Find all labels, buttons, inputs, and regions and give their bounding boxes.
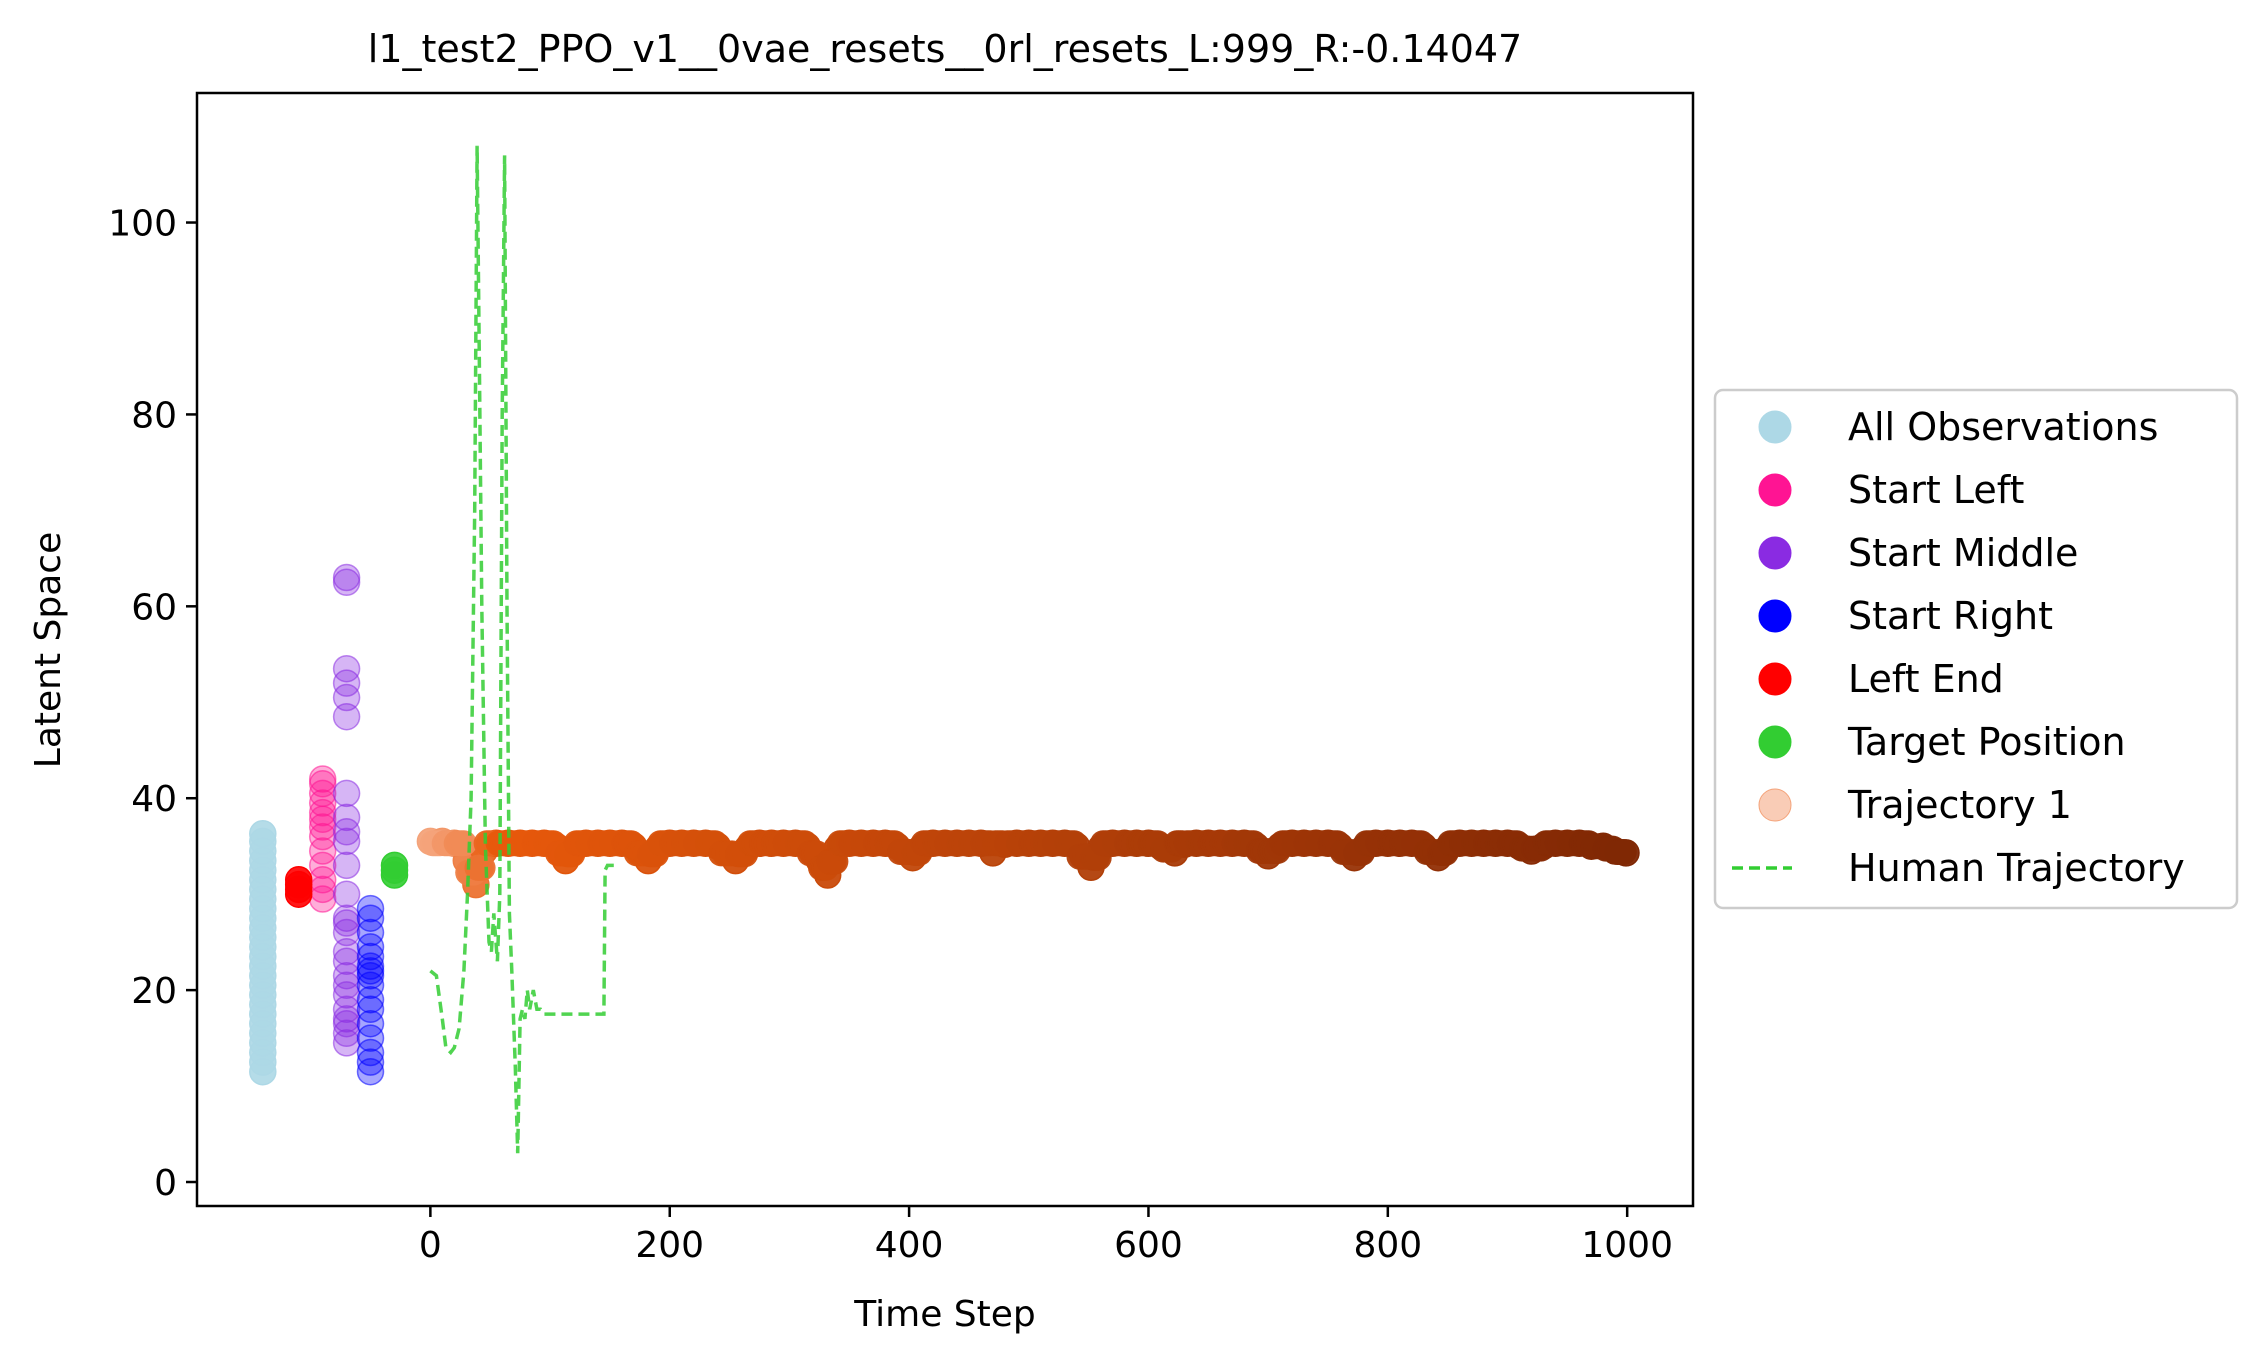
- legend-swatch-marker: [1758, 473, 1792, 507]
- point-start-middle: [332, 961, 361, 990]
- legend-label: All Observations: [1848, 405, 2158, 449]
- point-start-right: [356, 952, 385, 980]
- x-tick-label: 1000: [1581, 1225, 1673, 1266]
- point-start-middle: [332, 971, 361, 1000]
- legend-swatch-marker: [1758, 788, 1792, 822]
- point-start-middle: [332, 803, 361, 832]
- point-trajectory-1: [1610, 839, 1637, 865]
- legend-swatch-marker: [1758, 599, 1792, 633]
- point-start-middle: [332, 1005, 361, 1033]
- legend-items: All Observations Start Left Start Middle St…: [1732, 405, 2185, 890]
- point-start-right: [356, 971, 385, 1000]
- x-tick-label: 0: [419, 1225, 442, 1266]
- point-left-end: [284, 866, 313, 894]
- point-start-right: [356, 904, 385, 932]
- point-start-right: [356, 933, 385, 961]
- point-start-right: [356, 1038, 385, 1067]
- point-start-right: [356, 918, 385, 947]
- point-start-middle: [332, 918, 361, 947]
- legend-item: Start Left: [1758, 468, 2024, 512]
- legend-swatch-marker: [1758, 410, 1792, 444]
- point-start-middle: [332, 1019, 361, 1048]
- legend-item: All Observations: [1758, 405, 2158, 449]
- legend-item: Left End: [1758, 657, 2004, 701]
- y-tick-label: 100: [108, 204, 177, 245]
- x-tick-label: 600: [1114, 1225, 1183, 1266]
- point-start-middle: [332, 851, 361, 880]
- x-axis-label: Time Step: [853, 1294, 1036, 1335]
- point-start-middle: [332, 779, 361, 808]
- point-start-middle: [332, 654, 361, 683]
- point-start-middle: [332, 669, 361, 697]
- legend-label: Start Right: [1848, 594, 2053, 638]
- point-start-middle: [332, 947, 361, 976]
- series-group: [249, 145, 1640, 1154]
- y-tick-label: 60: [131, 587, 177, 628]
- point-start-left: [308, 813, 337, 841]
- y-tick-label: 0: [154, 1163, 177, 1204]
- point-trajectory-1: [469, 854, 496, 881]
- legend-swatch-marker: [1758, 725, 1792, 759]
- point-start-middle: [332, 827, 361, 856]
- x-tick-label: 400: [875, 1225, 944, 1266]
- point-start-middle: [332, 683, 361, 712]
- plot-frame: [195, 91, 1695, 1208]
- plot-area: [195, 91, 1695, 1208]
- point-start-right: [356, 985, 385, 1014]
- legend-item: Trajectory 1: [1758, 783, 2072, 827]
- legend-box: [1713, 388, 2239, 910]
- series-layer: [249, 145, 1640, 1154]
- point-start-middle: [332, 702, 361, 731]
- point-start-middle: [332, 818, 361, 846]
- legend: All Observations Start Left Start Middle St…: [1713, 388, 2239, 910]
- legend-label: Start Left: [1848, 468, 2024, 512]
- x-axis-ticks: 0 200 400 600 800 1000: [419, 1206, 1673, 1266]
- point-start-right: [356, 1048, 385, 1076]
- point-start-middle: [332, 563, 361, 592]
- x-tick-label: 800: [1353, 1225, 1422, 1266]
- y-tick-label: 40: [131, 779, 177, 820]
- y-axis-label: Latent Space: [28, 532, 69, 768]
- y-tick-label: 20: [131, 971, 177, 1012]
- point-start-middle: [332, 981, 361, 1009]
- point-start-middle: [332, 880, 361, 908]
- y-tick-label: 80: [131, 395, 177, 436]
- point-all-observations: [249, 819, 277, 848]
- legend-item: Start Middle: [1758, 531, 2078, 575]
- x-tick-label: 200: [635, 1225, 704, 1266]
- point-start-middle: [332, 937, 361, 966]
- chart-title: l1_test2_PPO_v1__0vae_resets__0rl_resets…: [368, 27, 1522, 71]
- legend-item: Human Trajectory: [1732, 846, 2185, 890]
- point-start-left: [308, 837, 337, 865]
- point-start-left: [308, 851, 337, 880]
- point-start-right: [356, 942, 385, 971]
- legend-label: Trajectory 1: [1847, 783, 2072, 827]
- series-line-human-trajectory: [429, 145, 616, 1154]
- point-target-position: [380, 851, 409, 880]
- point-start-left: [308, 779, 337, 808]
- point-start-right: [356, 1057, 385, 1086]
- legend-label: Human Trajectory: [1848, 846, 2185, 890]
- legend-item: Start Right: [1758, 594, 2053, 638]
- point-start-left: [308, 789, 337, 817]
- point-start-right: [356, 1024, 385, 1052]
- legend-label: Left End: [1848, 657, 2004, 701]
- point-start-middle: [332, 904, 361, 932]
- point-start-middle: [332, 995, 361, 1024]
- y-axis-ticks: 0 20 40 60 80 100: [108, 204, 197, 1204]
- point-start-left: [308, 798, 337, 827]
- point-start-left: [308, 765, 337, 793]
- point-start-right: [356, 995, 385, 1024]
- legend-item: Target Position: [1758, 720, 2126, 764]
- legend-swatch-marker: [1758, 662, 1792, 696]
- point-trajectory-1: [450, 830, 477, 857]
- legend-label: Start Middle: [1848, 531, 2078, 575]
- point-start-middle: [332, 1029, 361, 1057]
- point-start-right: [356, 1009, 385, 1038]
- legend-swatch-marker: [1758, 536, 1792, 570]
- point-start-right: [356, 894, 385, 923]
- legend-label: Target Position: [1847, 720, 2126, 764]
